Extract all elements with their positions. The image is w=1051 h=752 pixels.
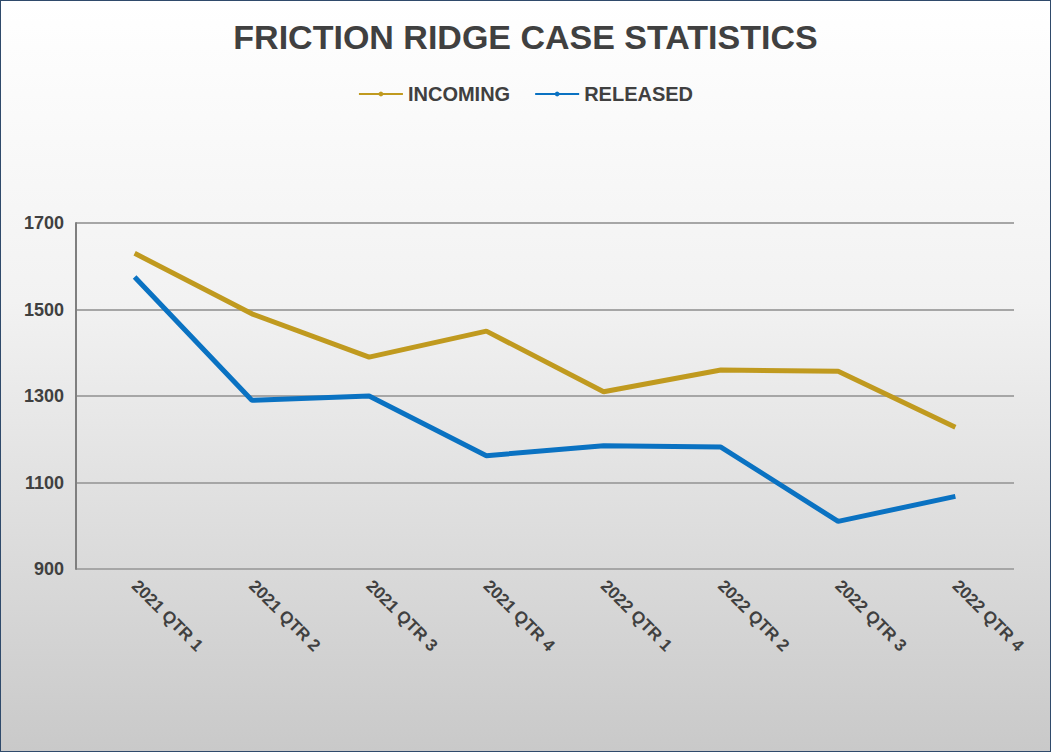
svg-text:FRICTION RIDGE CASE STATISTICS: FRICTION RIDGE CASE STATISTICS — [233, 18, 817, 56]
svg-text:2022 QTR 3: 2022 QTR 3 — [831, 576, 910, 655]
svg-text:2022 QTR 4: 2022 QTR 4 — [949, 576, 1028, 655]
svg-text:2022 QTR 1: 2022 QTR 1 — [597, 576, 676, 655]
svg-text:2022 QTR 2: 2022 QTR 2 — [714, 576, 793, 655]
svg-text:2021 QTR 3: 2021 QTR 3 — [362, 576, 441, 655]
svg-text:2021 QTR 1: 2021 QTR 1 — [128, 576, 207, 655]
svg-text:RELEASED: RELEASED — [584, 83, 693, 105]
svg-text:1700: 1700 — [24, 213, 64, 233]
svg-text:2021 QTR 2: 2021 QTR 2 — [245, 576, 324, 655]
svg-text:INCOMING: INCOMING — [408, 83, 510, 105]
svg-text:900: 900 — [34, 559, 64, 579]
svg-text:2021 QTR 4: 2021 QTR 4 — [480, 576, 559, 655]
svg-text:1500: 1500 — [24, 300, 64, 320]
svg-text:1100: 1100 — [25, 473, 64, 493]
svg-text:1300: 1300 — [24, 386, 64, 406]
